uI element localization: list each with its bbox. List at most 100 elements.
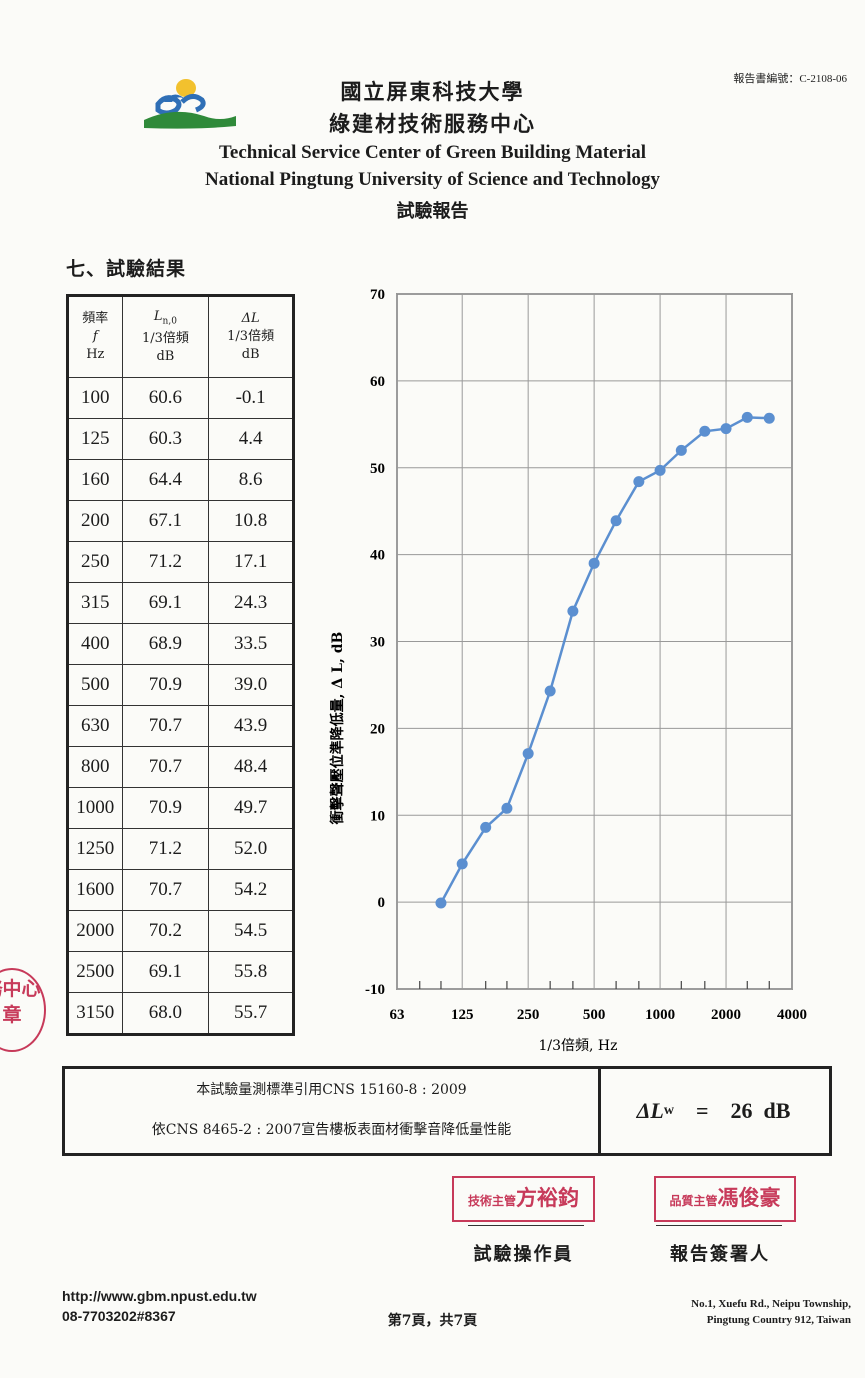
cell-delta-l: 8.6 <box>208 459 294 501</box>
signer-stamp-name: 馮俊豪 <box>717 1185 781 1210</box>
cell-delta-l: 49.7 <box>208 787 294 829</box>
result-symbol: ΔL <box>636 1098 664 1123</box>
cell-ln0: 67.1 <box>121 500 210 542</box>
data-point <box>567 605 579 617</box>
cell-ln0: 69.1 <box>121 582 210 624</box>
cell-frequency: 1000 <box>67 787 123 829</box>
cell-delta-l: 4.4 <box>208 418 294 460</box>
header-frequency: 頻率 f Hz <box>67 295 123 378</box>
university-name-cn: 國立屏東科技大學 <box>340 79 525 104</box>
footer-address-line2: Pingtung Country 912, Taiwan <box>706 1314 851 1326</box>
results-table: 頻率 f Hz Ln,0 1/3倍頻 dB ΔL 1/3倍頻 dB 100 60.… <box>66 294 295 1036</box>
cell-ln0: 70.9 <box>121 664 210 706</box>
y-tick-label: 50 <box>370 461 385 477</box>
header-frequency-unit: Hz <box>86 347 105 362</box>
data-point <box>763 412 775 424</box>
operator-label: 試驗操作員 <box>473 1244 574 1265</box>
data-point <box>480 821 492 833</box>
data-point <box>522 748 534 760</box>
footer-url[interactable]: http://www.gbm.npust.edu.tw <box>62 1288 257 1304</box>
cell-ln0: 70.7 <box>121 869 210 911</box>
y-tick-label: 10 <box>370 808 385 824</box>
table-row: 250 71.2 17.1 <box>67 541 294 583</box>
cell-ln0: 69.1 <box>121 951 210 993</box>
table-row: 500 70.9 39.0 <box>67 664 294 706</box>
cell-ln0: 68.0 <box>121 992 210 1035</box>
signer-label: 報告簽署人 <box>670 1244 770 1265</box>
header-delta-l-band: 1/3倍頻 <box>227 329 275 344</box>
table-row: 800 70.7 48.4 <box>67 746 294 788</box>
y-tick-label: 0 <box>378 895 386 911</box>
standards-text-cell: 本試驗量測標準引用CNS 15160-8 : 2009 依CNS 8465-2 … <box>65 1069 601 1153</box>
cell-delta-l: 52.0 <box>208 828 294 870</box>
cell-delta-l: 55.8 <box>208 951 294 993</box>
cell-frequency: 400 <box>67 623 123 665</box>
y-tick-label: 60 <box>370 374 385 390</box>
x-tick-label: 4000 <box>777 1007 807 1023</box>
y-tick-label: 20 <box>370 721 385 737</box>
x-tick-label: 125 <box>451 1007 474 1023</box>
cell-ln0: 68.9 <box>121 623 210 665</box>
y-tick-label: 40 <box>370 548 385 564</box>
cell-delta-l: 43.9 <box>208 705 294 747</box>
header-delta-l-unit: dB <box>241 347 260 362</box>
signer-stamp-role: 品質主管 <box>669 1194 718 1208</box>
table-row: 2000 70.2 54.5 <box>67 910 294 952</box>
cell-frequency: 630 <box>67 705 123 747</box>
x-tick-label: 2000 <box>711 1007 741 1023</box>
cell-ln0: 60.6 <box>121 377 210 419</box>
cell-frequency: 2000 <box>67 910 123 952</box>
center-name-cn: 綠建材技術服務中心 <box>329 111 536 136</box>
table-row: 125 60.3 4.4 <box>67 418 294 460</box>
table-row: 100 60.6 -0.1 <box>67 377 294 419</box>
signer-signature-stamp: 品質主管馮俊豪 <box>654 1176 796 1222</box>
cell-delta-l: 54.2 <box>208 869 294 911</box>
x-tick-label: 250 <box>517 1007 540 1023</box>
header-ln0-symbol: L <box>153 308 163 324</box>
data-point <box>588 557 600 569</box>
section-heading: 七、試驗結果 <box>66 258 187 280</box>
x-tick-label: 1000 <box>645 1007 675 1023</box>
header-frequency-symbol: f <box>92 329 98 344</box>
table-row: 1250 71.2 52.0 <box>67 828 294 870</box>
cell-frequency: 2500 <box>67 951 123 993</box>
cell-frequency: 200 <box>67 500 123 542</box>
table-row: 1600 70.7 54.2 <box>67 869 294 911</box>
chart-y-tick-labels: -10 0 10 20 30 40 50 60 70 <box>365 287 385 998</box>
table-header-row: 頻率 f Hz Ln,0 1/3倍頻 dB ΔL 1/3倍頻 dB <box>67 295 294 378</box>
footer-phone: 08-7703202#8367 <box>62 1308 176 1324</box>
cell-frequency: 500 <box>67 664 123 706</box>
cell-frequency: 1250 <box>67 828 123 870</box>
chart-x-tick-labels: 63 125 250 500 1000 2000 4000 <box>390 1007 808 1023</box>
weighted-reduction-result: ΔL w = 26 dB <box>598 1069 829 1153</box>
standards-box: 本試驗量測標準引用CNS 15160-8 : 2009 依CNS 8465-2 … <box>62 1066 832 1156</box>
result-value: 26 dB <box>730 1098 791 1123</box>
result-equals: = <box>695 1098 709 1123</box>
page-number: 第7頁，共7頁 <box>387 1313 478 1329</box>
center-name-en: Technical Service Center of Green Buildi… <box>218 142 647 163</box>
cell-frequency: 250 <box>67 541 123 583</box>
header-ln0-band: 1/3倍頻 <box>141 331 189 347</box>
cell-frequency: 800 <box>67 746 123 788</box>
table-row: 1000 70.9 49.7 <box>67 787 294 829</box>
chart-y-axis-label: 衝擊聲壓位準降低量, Δ L, dB <box>329 631 346 825</box>
cell-delta-l: 55.7 <box>208 992 294 1035</box>
cell-delta-l: 17.1 <box>208 541 294 583</box>
header-frequency-name: 頻率 <box>82 311 109 326</box>
cell-delta-l: 54.5 <box>208 910 294 952</box>
report-title: 試驗報告 <box>396 201 469 222</box>
cell-delta-l: 10.8 <box>208 500 294 542</box>
header-delta-l: ΔL 1/3倍頻 dB <box>208 295 294 378</box>
data-point <box>456 858 468 870</box>
data-point <box>501 802 513 814</box>
cell-delta-l: 48.4 <box>208 746 294 788</box>
table-row: 2500 69.1 55.8 <box>67 951 294 993</box>
delta-l-chart: -10 0 10 20 30 40 50 60 70 63 125 250 500 1000 2000 40… <box>329 287 808 1054</box>
y-tick-label: 70 <box>370 287 385 303</box>
cell-ln0: 70.7 <box>121 746 210 788</box>
cell-ln0: 70.2 <box>121 910 210 952</box>
university-name-en: National Pingtung University of Science … <box>205 169 660 190</box>
data-point <box>633 476 645 488</box>
cell-frequency: 315 <box>67 582 123 624</box>
data-point <box>720 423 732 435</box>
